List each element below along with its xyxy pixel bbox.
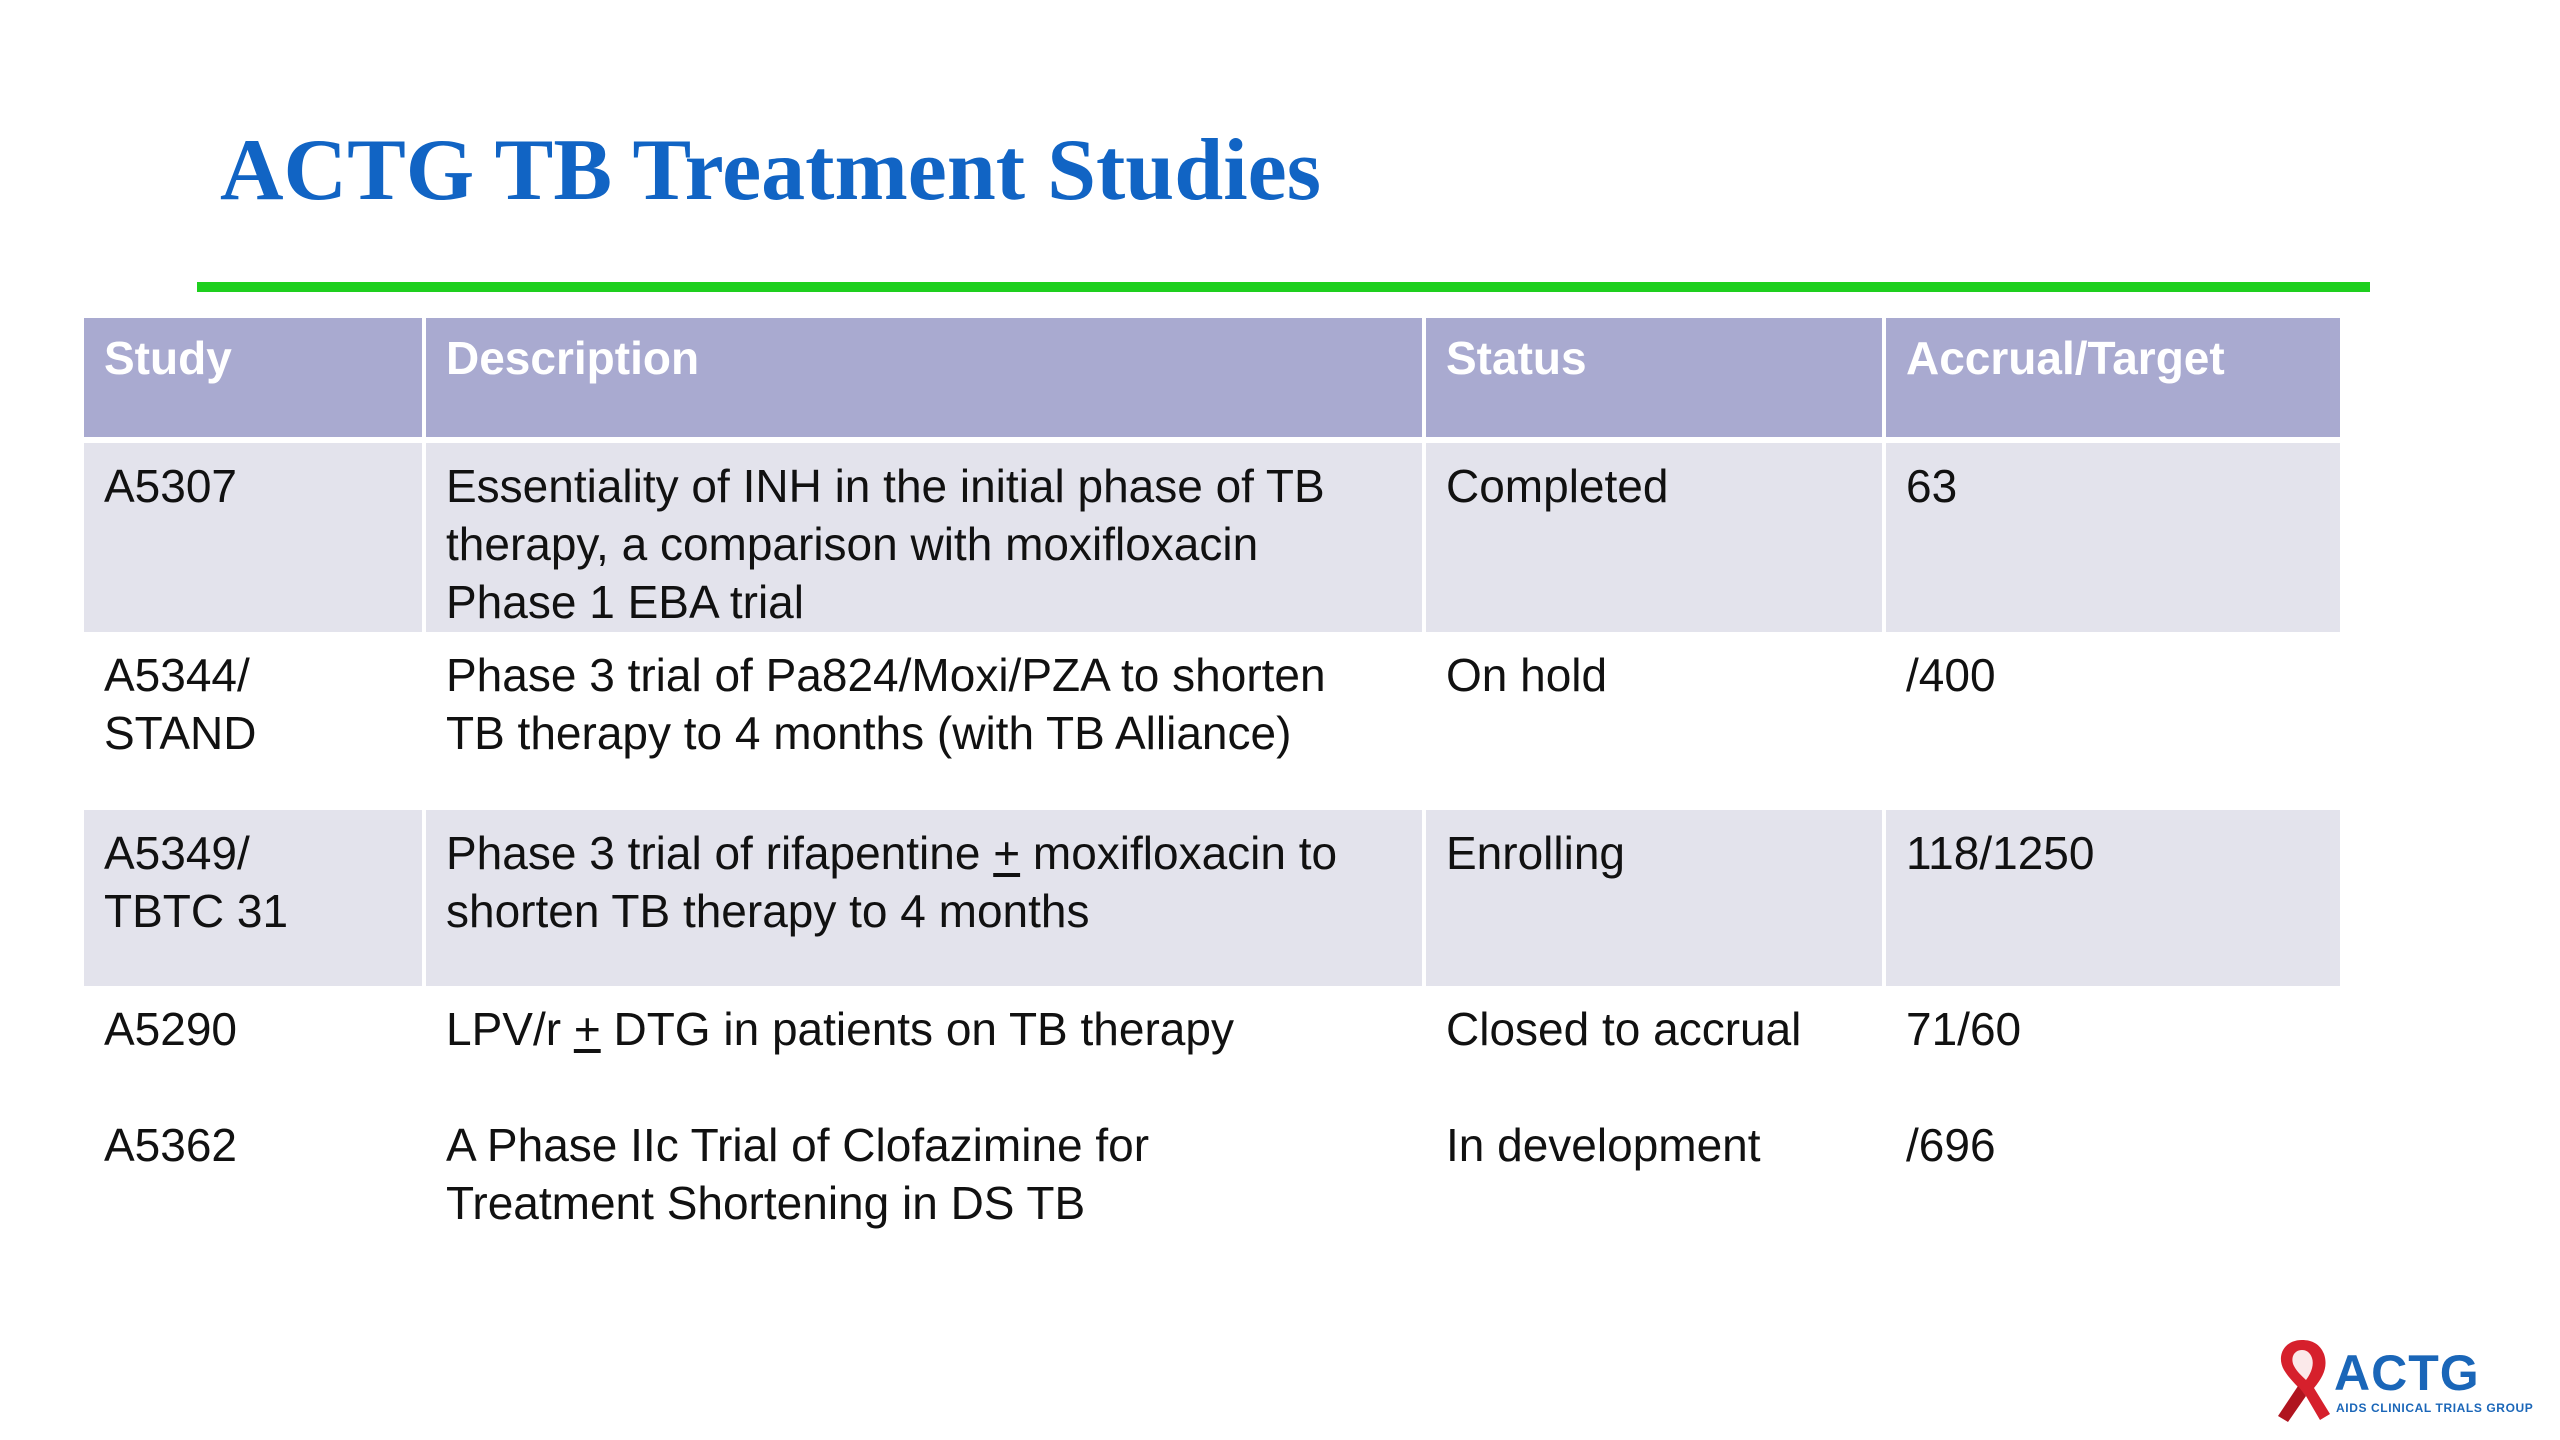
logo-wordmark: ACTG <box>2334 1345 2480 1401</box>
table-row: A5290 LPV/r + DTG in patients on TB ther… <box>84 986 2340 1102</box>
actg-logo-graphic: ACTG AIDS CLINICAL TRIALS GROUP <box>2278 1340 2533 1422</box>
plus-minus-symbol: + <box>573 1003 601 1055</box>
table-row: A5344/ STAND Phase 3 trial of Pa824/Moxi… <box>84 632 2340 810</box>
cell-status: On hold <box>1422 632 1886 810</box>
actg-logo: ACTG AIDS CLINICAL TRIALS GROUP <box>2262 1336 2552 1428</box>
cell-accrual: 63 <box>1882 440 2340 632</box>
study-id-suffix: TBTC 31 <box>104 885 289 937</box>
study-id: A5307 <box>104 460 238 512</box>
cell-accrual: /696 <box>1882 1102 2340 1252</box>
slide-title: ACTG TB Treatment Studies <box>220 122 1321 219</box>
cell-description: LPV/r + DTG in patients on TB therapy <box>422 986 1426 1102</box>
description-line: Phase 1 EBA trial <box>446 576 804 628</box>
study-id-suffix: STAND <box>104 707 257 759</box>
description-text: Phase 3 trial of rifapentine <box>446 827 994 879</box>
plus-minus-symbol: + <box>993 827 1021 879</box>
title-divider <box>197 282 2370 292</box>
description-text: LPV/r <box>446 1003 574 1055</box>
description-text: moxifloxacin to <box>1020 827 1338 879</box>
header-status: Status <box>1422 318 1886 443</box>
description-line: Treatment Shortening in DS TB <box>446 1177 1086 1229</box>
header-study: Study <box>84 318 426 443</box>
cell-study: A5362 <box>84 1102 426 1252</box>
studies-table: Study Description Status Accrual/Target … <box>84 318 2340 1252</box>
cell-status: Completed <box>1422 440 1886 632</box>
study-id: A5349/ <box>104 827 250 879</box>
cell-description: Phase 3 trial of rifapentine + moxifloxa… <box>422 810 1426 986</box>
description-line: TB therapy to 4 months (with TB Alliance… <box>446 707 1292 759</box>
cell-accrual: 71/60 <box>1882 986 2340 1102</box>
cell-description: Essentiality of INH in the initial phase… <box>422 440 1426 632</box>
cell-accrual: 118/1250 <box>1882 810 2340 986</box>
description-line: Phase 3 trial of Pa824/Moxi/PZA to short… <box>446 649 1326 701</box>
description-line: shorten TB therapy to 4 months <box>446 885 1090 937</box>
study-id: A5362 <box>104 1119 238 1171</box>
logo-tagline: AIDS CLINICAL TRIALS GROUP <box>2336 1401 2533 1415</box>
cell-accrual: /400 <box>1882 632 2340 810</box>
cell-description: A Phase IIc Trial of Clofazimine for Tre… <box>422 1102 1426 1252</box>
table-row: A5307 Essentiality of INH in the initial… <box>84 440 2340 632</box>
cell-status: Enrolling <box>1422 810 1886 986</box>
header-accrual-target: Accrual/Target <box>1882 318 2340 443</box>
cell-study: A5307 <box>84 440 426 632</box>
cell-study: A5290 <box>84 986 426 1102</box>
table-row: A5349/ TBTC 31 Phase 3 trial of rifapent… <box>84 810 2340 986</box>
cell-description: Phase 3 trial of Pa824/Moxi/PZA to short… <box>422 632 1426 810</box>
cell-status: In development <box>1422 1102 1886 1252</box>
cell-study: A5344/ STAND <box>84 632 426 810</box>
description-line: A Phase IIc Trial of Clofazimine for <box>446 1119 1150 1171</box>
table-row: A5362 A Phase IIc Trial of Clofazimine f… <box>84 1102 2340 1252</box>
description-line: Essentiality of INH in the initial phase… <box>446 460 1325 512</box>
table-header-row: Study Description Status Accrual/Target <box>84 318 2340 443</box>
description-line: therapy, a comparison with moxifloxacin <box>446 518 1259 570</box>
header-description: Description <box>422 318 1426 443</box>
study-id: A5344/ <box>104 649 250 701</box>
description-text: DTG in patients on TB therapy <box>600 1003 1234 1055</box>
red-ribbon-icon <box>2278 1340 2330 1422</box>
cell-study: A5349/ TBTC 31 <box>84 810 426 986</box>
cell-status: Closed to accrual <box>1422 986 1886 1102</box>
study-id: A5290 <box>104 1003 238 1055</box>
